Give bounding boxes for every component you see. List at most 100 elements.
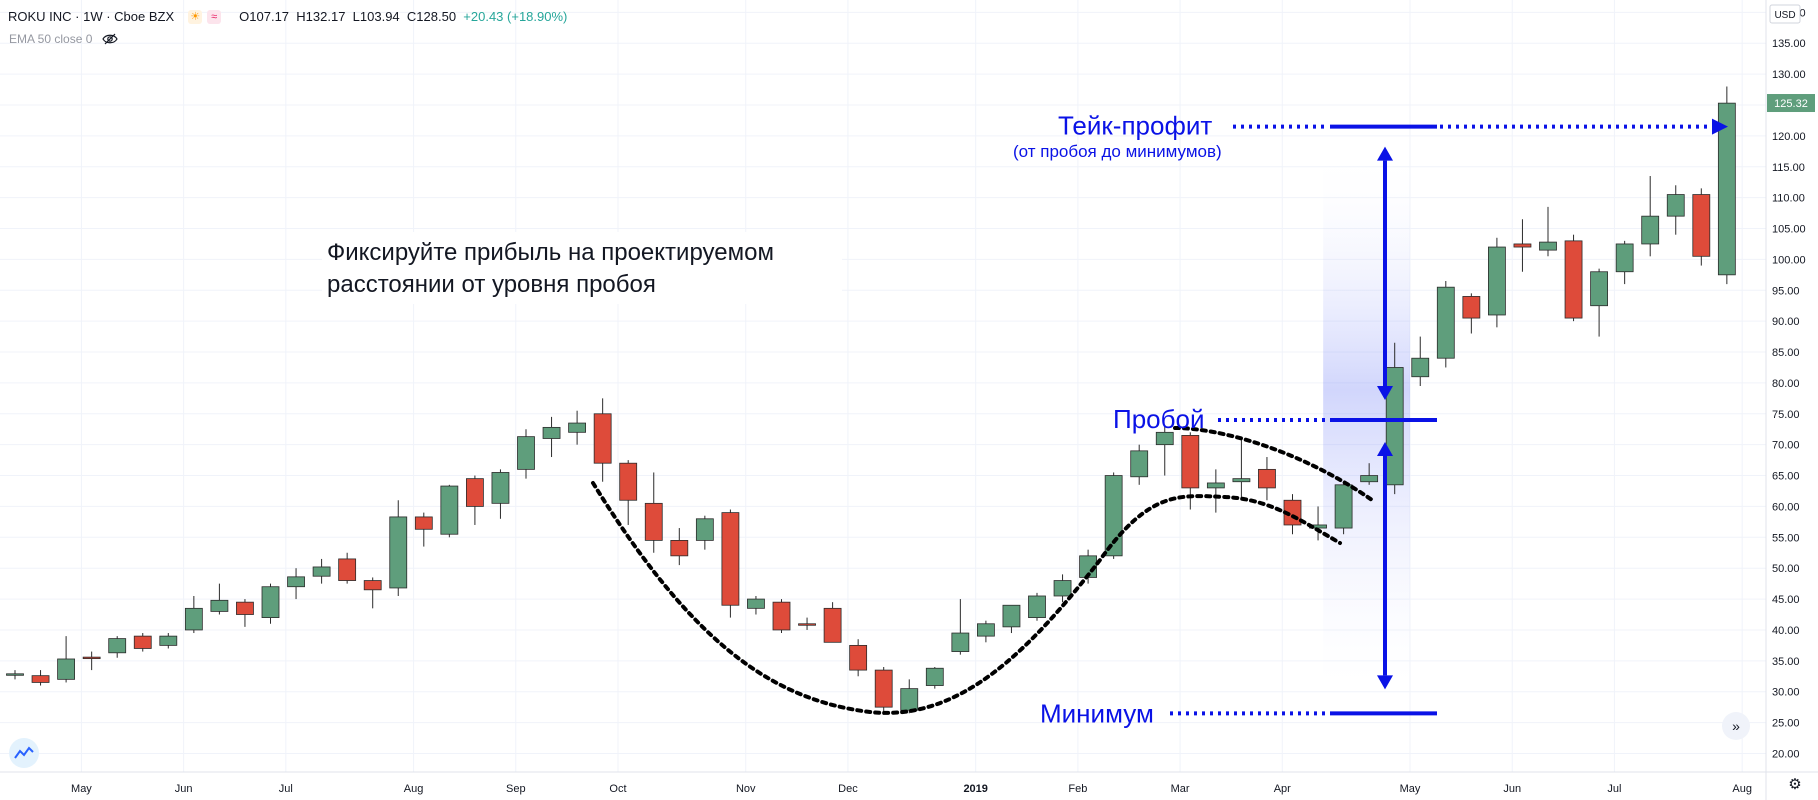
candle-body (1130, 450, 1149, 478)
price-tick-label: 45.00 (1772, 594, 1800, 606)
candle-body (236, 601, 254, 615)
candle-body (1232, 478, 1251, 483)
candle-body (1155, 431, 1174, 446)
close-label: C (406, 9, 417, 24)
currency-badge (1769, 4, 1801, 24)
sun-icon: ☀ (188, 9, 203, 24)
price-tick-label: 135.00 (1772, 38, 1806, 50)
price-tick-label: 35.00 (1772, 656, 1800, 668)
eye-off-icon[interactable] (102, 33, 119, 45)
take-profit-label: Тейк-профит (1058, 111, 1212, 141)
candle-body (619, 462, 638, 501)
candle-body (491, 472, 510, 504)
candle-body (1181, 435, 1200, 489)
symbol-title[interactable]: ROKU INC · 1W · Cboe BZX (8, 9, 175, 24)
candle-body (568, 422, 586, 433)
candle-body (1334, 484, 1353, 529)
candles-layer (6, 86, 1736, 714)
candle-body (1411, 357, 1430, 378)
time-tick-label: May (1400, 783, 1421, 795)
candle-body (1436, 286, 1455, 359)
time-tick-label: May (71, 783, 92, 795)
candle-body (1641, 215, 1660, 245)
time-tick-label: 2019 (963, 783, 987, 795)
candle-body (440, 485, 459, 535)
candle-body (31, 675, 50, 683)
price-tick-label: 20.00 (1772, 748, 1800, 760)
candle-body (1564, 240, 1583, 319)
time-tick-label: Jun (175, 783, 193, 795)
candle-body (389, 516, 408, 589)
lower-measure-bottom-arrow (1377, 675, 1393, 690)
price-tick-label: 115.00 (1772, 162, 1805, 174)
price-tick-label: 80.00 (1772, 378, 1800, 390)
ohlc-values: O107.17 H132.17 L103.94 C128.50 +20.43 (… (239, 9, 567, 24)
candle-body (6, 673, 24, 676)
candle-body (1385, 367, 1404, 486)
price-tick-label: 75.00 (1772, 409, 1800, 421)
candle-body (542, 426, 561, 439)
candle-body (261, 586, 280, 618)
time-tick-label: Jul (1607, 783, 1621, 795)
double-chevron-right-icon[interactable]: » (1722, 712, 1750, 740)
high-value: 132.17 (305, 9, 346, 24)
gear-icon[interactable]: ⚙ (1788, 776, 1802, 793)
candle-body (210, 599, 229, 612)
minimum-label: Минимум (1040, 698, 1154, 728)
candle-body (925, 667, 944, 686)
lower-dotted-curve (591, 481, 1342, 715)
candle-body (1717, 102, 1736, 276)
candle-body (1615, 243, 1634, 273)
candle-body (1488, 246, 1506, 316)
candle-body (593, 413, 612, 464)
price-tick-label: 100.00 (1772, 254, 1806, 266)
candle-body (312, 566, 331, 577)
candle-body (823, 607, 842, 643)
open-label: O (239, 9, 250, 24)
candle-body (1104, 475, 1123, 557)
price-tick-label: 50.00 (1772, 563, 1800, 575)
price-tick-label: 25.00 (1772, 718, 1800, 730)
indicator-label: EMA 50 close 0 (9, 32, 93, 46)
price-tick-label: 95.00 (1772, 285, 1800, 297)
time-tick-label: Dec (838, 783, 858, 795)
main-text-line1: Фиксируйте прибыль на проектируемом (327, 239, 774, 266)
symbol-header: ROKU INC · 1W · Cboe BZX ☀ ≈ O107.17 H13… (8, 9, 567, 24)
price-tick-label: 105.00 (1772, 224, 1806, 236)
price-tick-label: 85.00 (1772, 347, 1800, 359)
lower-measure-top-arrow (1377, 441, 1393, 456)
candle-body (82, 656, 101, 660)
time-tick-label: Aug (1732, 783, 1752, 795)
price-tick-label: 90.00 (1772, 316, 1800, 328)
low-value: 103.94 (359, 9, 400, 24)
tradingview-logo-icon[interactable] (9, 738, 39, 768)
candle-body (1539, 241, 1557, 251)
time-tick-label: Apr (1274, 783, 1291, 795)
main-text-line2: расстоянии от уровня пробоя (327, 271, 656, 298)
candle-body (363, 580, 382, 591)
indicator-legend[interactable]: EMA 50 close 0 (9, 32, 119, 46)
low-label: L (352, 9, 360, 24)
candle-body (900, 688, 919, 711)
candle-body (1258, 468, 1276, 489)
candle-body (338, 558, 357, 581)
upper-dotted-curve (1173, 426, 1374, 502)
price-tick-label: 40.00 (1772, 625, 1800, 637)
candle-body (108, 638, 127, 654)
time-tick-label: Feb (1068, 783, 1087, 795)
time-tick-label: Sep (506, 783, 526, 795)
take-profit-sublabel: (от пробоя до минимумов) (1013, 142, 1222, 161)
candle-body (287, 576, 305, 588)
price-tick-label: 65.00 (1772, 471, 1800, 483)
time-tick-label: Nov (736, 783, 756, 795)
candle-body (1053, 580, 1072, 597)
change-value: +20.43 (+18.90%) (463, 9, 568, 24)
candle-body (772, 601, 791, 631)
currency-label: USD (1774, 10, 1795, 21)
candle-body (644, 502, 663, 541)
current-price-tag (1767, 94, 1815, 113)
candle-body (1028, 595, 1046, 619)
